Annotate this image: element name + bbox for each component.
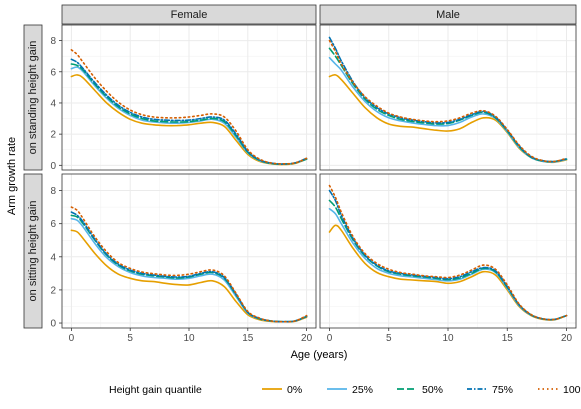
facet-label-row-1: on standing height gain: [27, 41, 39, 155]
x-tick-label: 0: [327, 333, 333, 344]
y-tick-label: 2: [50, 285, 56, 296]
legend-title: Height gain quantile: [109, 384, 202, 396]
panel-female-1-border: [61, 24, 317, 171]
x-tick-label: 5: [386, 333, 392, 344]
x-tick-label: 15: [242, 333, 254, 344]
x-tick-label: 20: [301, 333, 313, 344]
y-tick-label: 2: [50, 130, 56, 141]
facet-strip-row-1: [23, 24, 43, 171]
facet-label-female: Female: [171, 9, 208, 21]
legend-label-75pct: 75%: [492, 384, 513, 396]
legend-label-50pct: 50%: [422, 384, 443, 396]
y-axis-title: Arm growth rate: [6, 137, 18, 215]
y-tick-label: 8: [50, 36, 56, 47]
y-tick-label: 4: [50, 98, 56, 109]
facet-label-row-2: on sitting height gain: [27, 201, 39, 302]
facet-label-male: Male: [436, 9, 460, 21]
legend-label-25pct: 25%: [352, 384, 373, 396]
panel-male-1-series-100pct: [328, 39, 568, 163]
panel-female-2-series-75pct: [70, 211, 308, 323]
x-tick-label: 10: [442, 333, 454, 344]
y-tick-label: 6: [50, 219, 56, 230]
x-tick-label: 5: [127, 333, 133, 344]
x-axis-title: Age (years): [291, 349, 348, 361]
panel-male-1-border: [319, 24, 577, 171]
panel-female-2-series-100pct: [70, 206, 308, 323]
y-tick-label: 0: [50, 161, 56, 172]
y-tick-label: 4: [50, 252, 56, 263]
y-tick-label: 8: [50, 186, 56, 197]
facet-strip-female: [61, 4, 317, 25]
y-tick-label: 0: [50, 319, 56, 330]
x-tick-label: 15: [502, 333, 514, 344]
panel-male-2-series-100pct: [328, 184, 568, 321]
x-tick-label: 10: [183, 333, 195, 344]
facet-strip-row-2: [23, 173, 43, 329]
panel-female-1-series-100pct: [70, 49, 308, 165]
y-tick-label: 6: [50, 67, 56, 78]
legend-label-0pct: 0%: [287, 384, 302, 396]
facet-strip-male: [319, 4, 577, 25]
x-tick-label: 20: [561, 333, 573, 344]
legend-label-100pct: 100%: [563, 384, 581, 396]
x-tick-label: 0: [69, 333, 75, 344]
panel-male-1-series-25pct: [328, 56, 568, 163]
